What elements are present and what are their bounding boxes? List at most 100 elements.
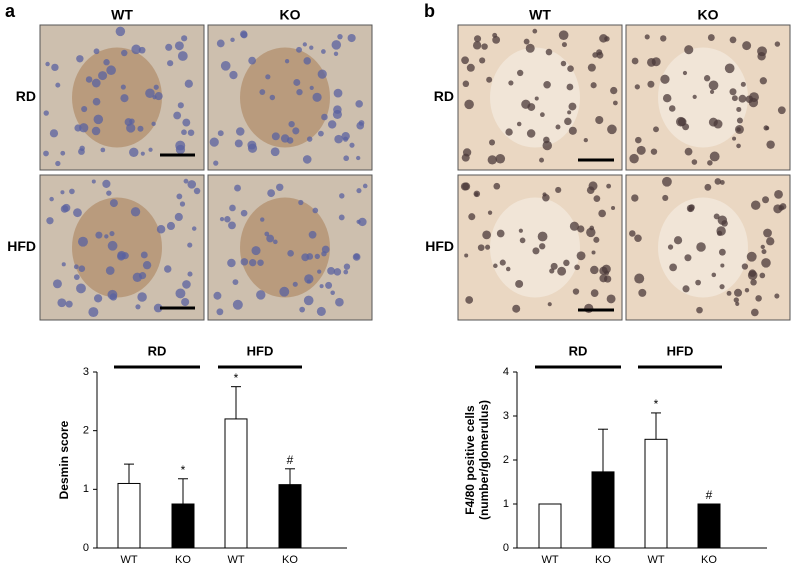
nucleus — [688, 204, 695, 211]
nucleus — [557, 266, 567, 276]
nucleus — [713, 119, 723, 129]
nucleus — [696, 242, 706, 252]
row-label: RD — [16, 88, 36, 104]
nucleus — [736, 117, 743, 124]
group-label: HFD — [667, 343, 694, 358]
nucleus — [539, 243, 546, 250]
nucleus — [465, 296, 474, 304]
nucleus — [333, 268, 342, 276]
nucleus — [240, 209, 248, 217]
nucleus — [217, 130, 224, 137]
nucleus — [45, 61, 50, 67]
nucleus — [334, 134, 343, 144]
nucleus — [232, 299, 243, 310]
nucleus — [257, 259, 264, 267]
nucleus — [726, 290, 732, 296]
nucleus — [302, 42, 307, 47]
nucleus — [724, 63, 735, 74]
nucleus — [174, 41, 184, 51]
nucleus — [748, 97, 759, 108]
nucleus — [175, 288, 186, 299]
nucleus — [550, 262, 558, 270]
nucleus — [325, 281, 333, 289]
nucleus — [232, 279, 239, 286]
nucleus — [516, 121, 522, 127]
nucleus — [599, 274, 608, 283]
x-tick-label: WT — [647, 554, 664, 566]
nucleus — [98, 71, 108, 81]
nucleus — [219, 217, 225, 222]
nucleus — [73, 264, 79, 270]
nucleus — [486, 76, 493, 83]
nucleus — [669, 263, 677, 272]
nucleus — [668, 105, 676, 112]
nucleus — [650, 148, 658, 155]
nucleus — [644, 34, 650, 40]
nucleus — [606, 183, 612, 189]
nucleus — [356, 188, 362, 194]
bar — [171, 503, 195, 549]
nucleus — [264, 231, 270, 237]
nucleus — [46, 217, 54, 225]
nucleus — [107, 240, 118, 251]
nucleus — [79, 145, 85, 152]
nucleus — [735, 301, 740, 306]
nucleus — [709, 151, 720, 162]
nucleus — [515, 279, 524, 288]
nucleus — [481, 43, 488, 50]
nucleus — [43, 150, 49, 157]
nucleus — [181, 129, 187, 136]
bar — [591, 471, 615, 549]
nucleus — [584, 303, 594, 314]
nucleus — [662, 93, 672, 103]
nucleus — [265, 74, 271, 80]
nucleus — [682, 70, 688, 76]
nucleus — [634, 234, 642, 243]
nucleus — [339, 193, 345, 199]
nucleus — [526, 129, 536, 138]
nucleus — [126, 123, 136, 133]
x-tick-label: WT — [541, 554, 558, 566]
nucleus — [564, 117, 572, 126]
nucleus — [164, 265, 172, 273]
nucleus — [321, 49, 326, 54]
nucleus — [309, 85, 314, 90]
nucleus — [216, 39, 225, 48]
group-label: RD — [148, 343, 167, 358]
nucleus — [493, 263, 498, 269]
nucleus — [229, 70, 238, 80]
nucleus — [508, 80, 514, 86]
nucleus — [750, 308, 759, 317]
nucleus — [85, 76, 93, 83]
nucleus — [577, 225, 585, 233]
nucleus — [106, 190, 112, 196]
y-tick-label: 3 — [503, 410, 509, 422]
nucleus — [750, 279, 757, 286]
nucleus — [673, 236, 683, 245]
nucleus — [121, 49, 128, 57]
nucleus — [532, 247, 540, 255]
nucleus — [317, 269, 322, 274]
nucleus — [342, 136, 349, 142]
nucleus — [574, 264, 580, 271]
nucleus — [720, 263, 725, 268]
nucleus — [759, 272, 766, 279]
nucleus — [109, 199, 118, 208]
nucleus — [760, 244, 765, 250]
nucleus — [741, 263, 749, 270]
nucleus — [736, 106, 742, 113]
nucleus — [492, 32, 498, 38]
nucleus — [586, 186, 595, 195]
y-axis-label: Desmin score — [57, 420, 71, 499]
nucleus — [234, 184, 241, 192]
nucleus — [145, 88, 155, 98]
nucleus — [135, 304, 141, 310]
nucleus — [209, 137, 219, 147]
nucleus — [266, 234, 275, 243]
nucleus — [81, 106, 88, 113]
nucleus — [343, 269, 349, 275]
nucleus — [76, 55, 84, 63]
nucleus — [129, 147, 139, 158]
nucleus — [92, 97, 101, 106]
